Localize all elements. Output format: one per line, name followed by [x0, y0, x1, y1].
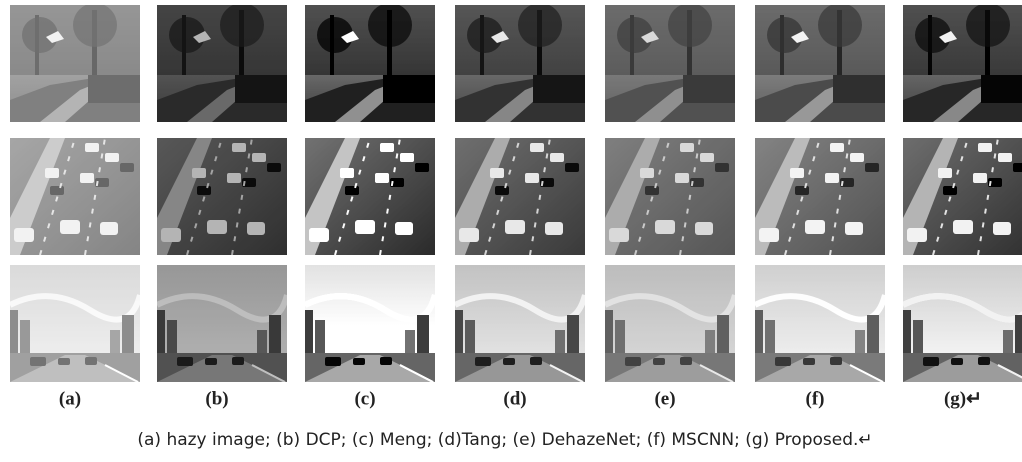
- result-image: [157, 265, 287, 382]
- subfigure-label: (a): [59, 388, 81, 409]
- subfigure-label: (c): [354, 388, 375, 409]
- result-image: [10, 138, 140, 255]
- result-image: [903, 3, 1022, 122]
- result-image: [455, 3, 585, 122]
- result-image: [10, 265, 140, 382]
- result-image: [305, 3, 435, 122]
- image-grid: (a) (b) (c) (d) (e) (f) (g)↵: [10, 3, 1022, 409]
- result-image: [305, 138, 435, 255]
- result-image: [903, 138, 1022, 255]
- subfigure-label: (d): [503, 388, 526, 409]
- result-image: [157, 138, 287, 255]
- result-image: [755, 265, 885, 382]
- result-image: [157, 3, 287, 122]
- figure: (a) (b) (c) (d) (e) (f) (g)↵ (a) hazy image; (…: [0, 0, 1022, 462]
- result-image: [903, 265, 1022, 382]
- subfigure-label: (g)↵: [944, 388, 982, 409]
- result-image: [10, 3, 140, 122]
- result-image: [605, 265, 735, 382]
- result-image: [455, 138, 585, 255]
- result-image: [755, 3, 885, 122]
- result-image: [605, 3, 735, 122]
- result-image: [305, 265, 435, 382]
- subfigure-label: (e): [654, 388, 675, 409]
- result-image: [455, 265, 585, 382]
- subfigure-label: (b): [205, 388, 228, 409]
- page: (a) (b) (c) (d) (e) (f) (g)↵ (a) hazy image; (…: [0, 0, 1022, 462]
- subfigure-label: (f): [806, 388, 825, 409]
- result-image: [755, 138, 885, 255]
- result-image: [605, 138, 735, 255]
- figure-caption: (a) hazy image; (b) DCP; (c) Meng; (d)Ta…: [137, 430, 872, 450]
